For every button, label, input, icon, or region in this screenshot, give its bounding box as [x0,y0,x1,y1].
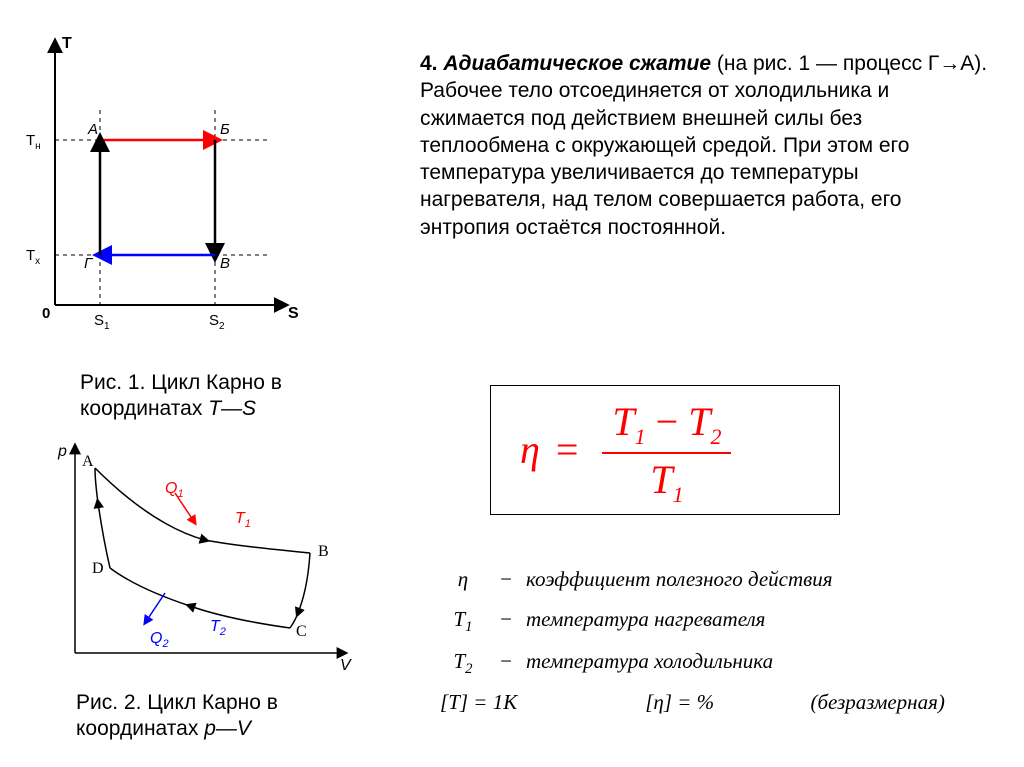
pv-y-axis-label: p [57,443,67,460]
caption1-suffix-prefix: координатах [80,397,208,420]
ts-origin-label: 0 [42,305,50,322]
def-t1: T1 − температура нагревателя [440,600,1000,642]
body-text: (на рис. 1 — процесс Г→А). Рабочее тело … [420,52,987,239]
pv-q1-label: Q1 [165,480,184,500]
def-eta-text: коэффициент полезного действия [526,560,833,600]
pv-t1-label: T1 [235,510,251,530]
formula-denominator: T1 [602,454,731,506]
ts-ytick-tn: Tн [26,132,41,152]
units-eta: [η] = % [645,690,805,715]
pv-diagram: p V Q1 Q2 T1 T2 A B C [30,438,360,678]
pv-curve-cd-2 [110,568,190,606]
formula-numerator: T1 − T2 [602,402,731,454]
pv-q2-label: Q2 [150,630,169,650]
caption2-suffix-prefix: координатах [76,717,204,740]
heading-title: Адиабатическое сжатие [443,52,711,75]
caption2-ital: p—V [204,717,251,740]
ts-diagram: T S 0 Tн Tх S1 S2 А Б В Г [20,30,310,340]
efficiency-formula: η = T1 − T2 T1 [520,402,731,506]
def-t1-text: температура нагревателя [526,600,765,640]
heading-num: 4. [420,52,438,75]
formula-eq: = [556,427,579,472]
pv-curve-da-1 [98,503,110,568]
units-line: [T] = 1K [η] = % (безразмерная) [440,690,945,715]
formula-eta: η [520,427,540,472]
def-t2-sym: T2 [440,642,486,684]
pv-x-axis-label: V [340,657,352,674]
caption-1: Рис. 1. Цикл Карно в координатах T—S [80,370,340,423]
pv-q2-arrow [145,593,165,623]
def-eta: η − коэффициент полезного действия [440,560,1000,600]
main-text: 4. Адиабатическое сжатие (на рис. 1 — пр… [420,50,990,241]
pv-curve-cd-1 [190,606,290,628]
pv-t2-label: T2 [210,618,226,638]
def-eta-sym: η [440,560,486,600]
page: T S 0 Tн Tх S1 S2 А Б В Г 4. [0,0,1024,767]
ts-label-g: Г [84,255,94,272]
ts-x-axis-label: S [288,305,299,322]
def-t1-sym: T1 [440,600,486,642]
caption-2: Рис. 2. Цикл Карно в координатах p—V [76,690,336,743]
pv-curve-bc-1 [298,553,310,613]
pv-curve-da-2 [95,468,98,503]
def-t2-text: температура холодильника [526,642,773,682]
units-t: [T] = 1K [440,690,640,715]
pv-label-d: D [92,560,104,577]
caption1-ital: T—S [208,397,256,420]
ts-xtick-s2: S2 [209,312,225,332]
ts-label-v: В [220,255,230,272]
ts-xtick-s1: S1 [94,312,110,332]
pv-label-b: B [318,543,329,560]
ts-label-a: А [87,121,98,138]
caption2-prefix: Рис. 2. Цикл Карно в [76,691,278,714]
pv-label-c: C [296,623,307,640]
definitions: η − коэффициент полезного действия T1 − … [440,560,1000,684]
caption1-prefix: Рис. 1. Цикл Карно в [80,371,282,394]
pv-curve-ab-1 [95,468,205,540]
ts-label-b: Б [220,121,230,138]
ts-y-axis-label: T [62,35,72,52]
units-note: (безразмерная) [811,690,945,715]
ts-ytick-tx: Tх [26,247,40,267]
pv-label-a: A [82,453,94,470]
pv-curve-ab-2 [205,540,310,553]
def-t2: T2 − температура холодильника [440,642,1000,684]
